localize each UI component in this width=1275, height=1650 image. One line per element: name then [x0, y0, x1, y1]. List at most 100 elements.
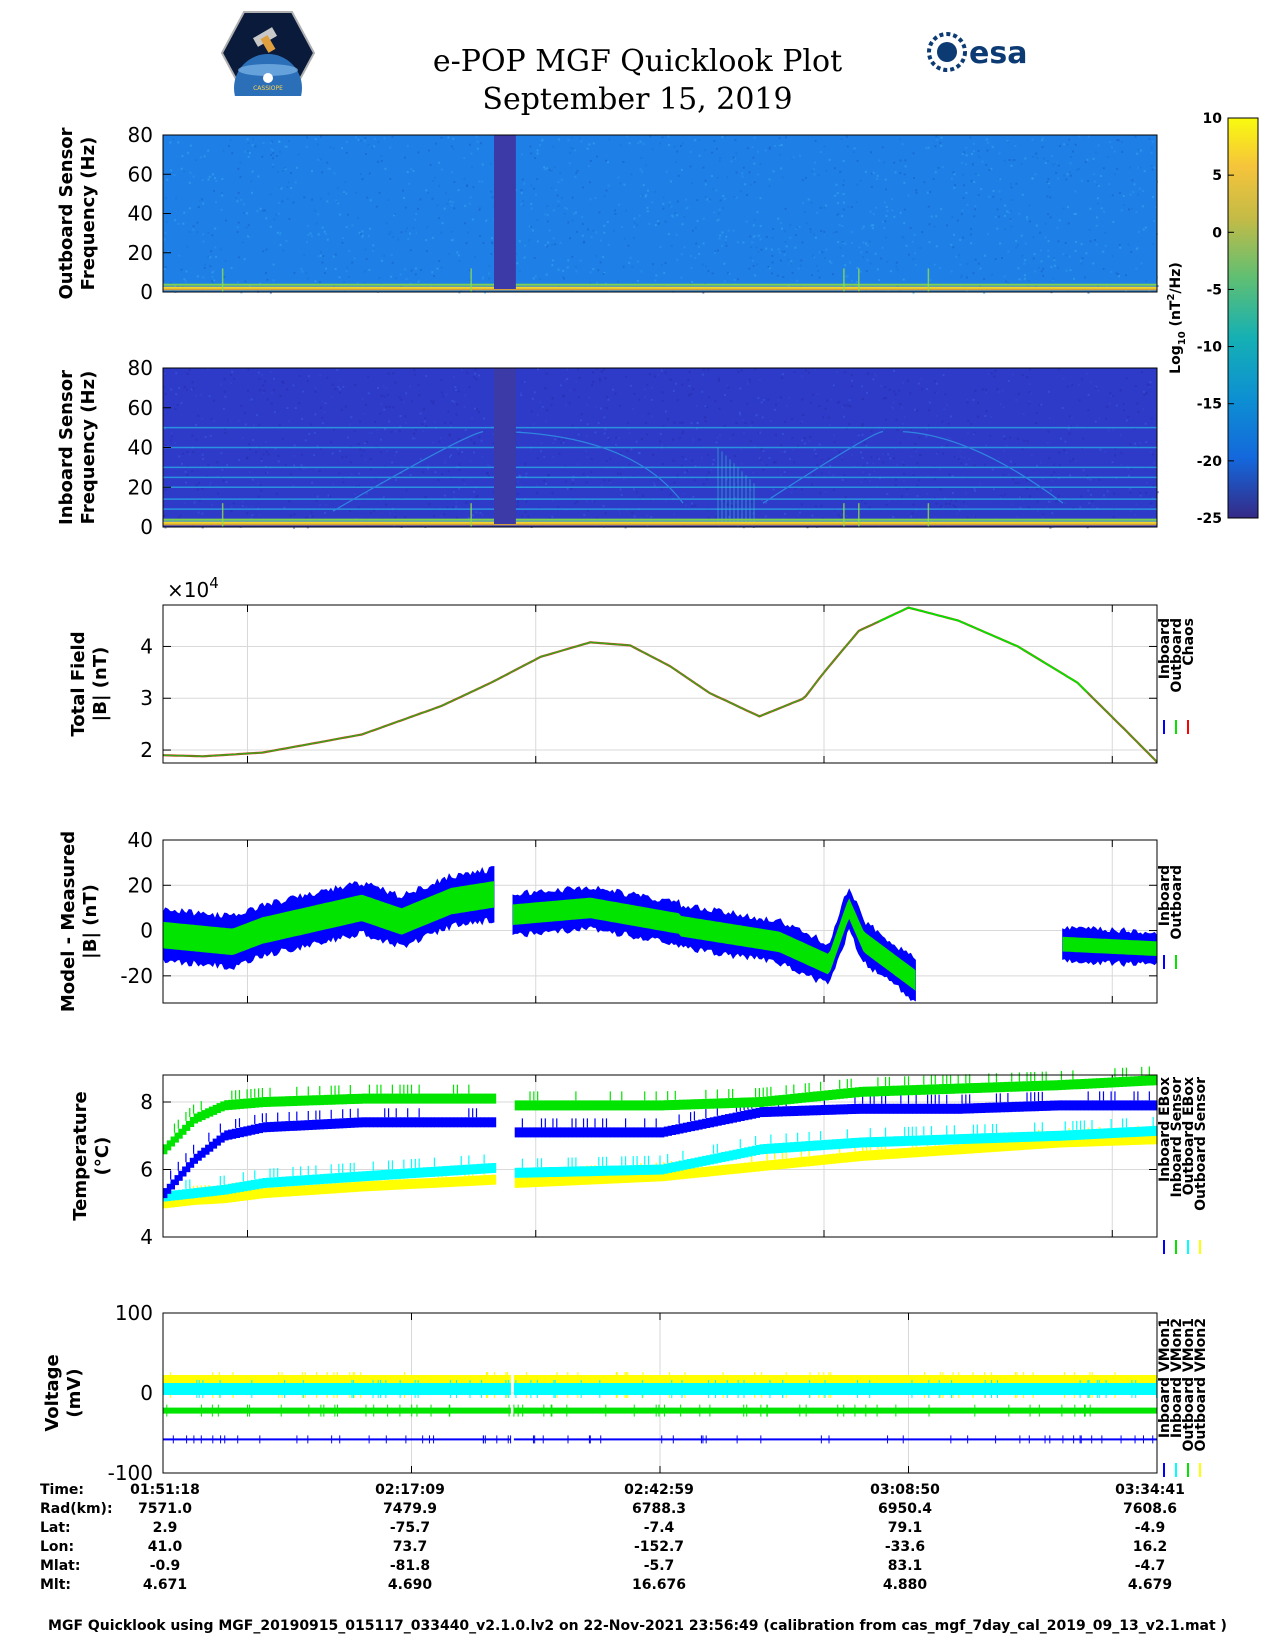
inboard-spectrogram-noise	[540, 442, 543, 445]
temperature-band-2	[445, 1165, 451, 1176]
outboard-spectrogram-noise	[175, 197, 178, 200]
temperature-band-0	[1118, 1100, 1124, 1111]
inboard-spectrogram-noise	[192, 451, 195, 454]
outboard-spectrogram-noise	[1008, 158, 1011, 161]
inboard-spectrogram-noise	[521, 515, 524, 518]
outboard-spectrogram-noise	[405, 277, 408, 280]
inboard-spectrogram-noise	[1035, 412, 1038, 415]
outboard-spectrogram-noise	[346, 213, 349, 216]
temperature-band-1	[518, 1100, 523, 1111]
temperature-band-3	[415, 1178, 420, 1189]
temperature-band-3	[832, 1153, 837, 1164]
outboard-spectrogram-noise	[1057, 164, 1060, 167]
outboard-spectrogram-noise	[488, 277, 491, 280]
outboard-spectrogram-noise	[393, 214, 396, 217]
temperature-band-2	[965, 1133, 971, 1144]
outboard-spectrogram-noise	[629, 256, 632, 259]
temperature-band-0	[163, 1188, 168, 1199]
outboard-spectrogram-noise	[378, 277, 381, 280]
inboard-spectrogram-noise	[1070, 384, 1073, 387]
inboard-spectrogram-noise	[331, 452, 334, 455]
temperature-band-2	[216, 1185, 221, 1196]
outboard-spectrogram-noise	[1151, 140, 1154, 143]
outboard-spectrogram-noise	[339, 213, 342, 216]
inboard-spectrogram-noise	[1068, 432, 1071, 435]
outboard-spectrogram-noise	[925, 147, 928, 150]
outboard-spectrogram-noise	[711, 272, 714, 275]
inboard-spectrogram-noise	[1137, 411, 1140, 414]
inboard-spectrogram-noise	[597, 422, 600, 425]
ephem-col4-rad: 7608.6	[1122, 1501, 1178, 1517]
temperature-band-3	[163, 1198, 168, 1209]
outboard-spectrogram-noise	[783, 250, 786, 253]
temperature-band-0	[675, 1124, 680, 1135]
outboard-spectrogram-noise	[777, 248, 780, 251]
outboard-spectrogram-noise	[565, 207, 568, 210]
outboard-spectrogram-noise	[710, 175, 713, 178]
inboard-spectrogram-noise	[481, 455, 484, 458]
outboard-spectrogram-noise	[627, 244, 630, 247]
outboard-spectrogram-noise	[1120, 140, 1123, 143]
inboard-spectrogram-noise	[727, 386, 730, 389]
inboard-spectrogram-noise	[1057, 368, 1060, 371]
outboard-spectrogram-noise	[404, 206, 407, 209]
inboard-spectrogram-noise	[692, 439, 695, 442]
outboard-spectrogram-noise	[279, 233, 282, 236]
temperature-band-3	[839, 1152, 845, 1163]
outboard-spectrogram-noise	[574, 265, 577, 268]
inboard-spectrogram-noise	[208, 395, 211, 398]
outboard-spectrogram-noise	[357, 216, 360, 219]
inboard-spectrogram-noise	[1019, 506, 1022, 509]
inboard-spectrogram-noise	[723, 425, 726, 428]
inboard-spectrogram-noise	[461, 450, 464, 453]
inboard-spectrogram-noise	[362, 449, 365, 452]
outboard-spectrogram-noise	[1137, 230, 1140, 233]
inboard-spectrogram-noise	[1069, 383, 1072, 386]
inboard-spectrogram-noise	[1036, 488, 1039, 491]
inboard-spectrogram-noise	[754, 368, 757, 371]
temperature-band-1	[782, 1094, 787, 1105]
temperature-band-1	[862, 1086, 867, 1097]
temperature-band-2	[304, 1175, 309, 1186]
outboard-spectrogram-noise	[476, 140, 479, 143]
outboard-spectrogram-noise	[491, 237, 494, 240]
temperature-band-2	[277, 1177, 283, 1187]
outboard-spectrogram-noise	[711, 151, 714, 154]
outboard-spectrogram-noise	[530, 207, 533, 210]
outboard-spectrogram-noise	[450, 145, 453, 148]
inboard-spectrogram-noise	[941, 420, 944, 423]
temperature-band-1	[308, 1095, 313, 1106]
outboard-spectrogram-noise	[691, 281, 694, 284]
outboard-spectrogram-noise	[520, 203, 523, 206]
inboard-spectrogram-noise	[1049, 489, 1052, 492]
outboard-spectrogram-noise	[849, 261, 852, 264]
inboard-spectrogram-noise	[1036, 510, 1039, 513]
inboard-spectrogram-noise	[301, 417, 304, 420]
inboard-spectrogram-noise	[725, 384, 728, 387]
outboard-spectrogram-noise	[895, 265, 898, 268]
outboard-spectrogram-noise	[680, 276, 683, 279]
inboard-spectrogram-noise	[782, 373, 785, 376]
inboard-spectrogram-noise	[224, 395, 227, 398]
outboard-spectrogram-noise	[999, 198, 1002, 201]
outboard-spectrogram-noise	[765, 247, 768, 250]
temperature-band-0	[445, 1117, 451, 1128]
inboard-spectrogram-noise	[615, 436, 618, 439]
inboard-spectrogram-noise	[715, 441, 718, 444]
outboard-spectrogram-noise	[273, 218, 276, 221]
outboard-spectrogram-noise	[790, 260, 793, 263]
outboard-spectrogram-noise	[941, 166, 944, 169]
inboard-spectrogram-noise	[600, 484, 603, 487]
model-measured-axes-yticklabel-0: -20	[120, 964, 153, 988]
total-field-multiplier-text: ×104	[167, 574, 219, 602]
inboard-spectrogram-noise	[1087, 393, 1090, 396]
inboard-spectrogram-noise	[580, 413, 583, 416]
outboard-spectrogram-noise	[1137, 166, 1140, 169]
temperature-band-3	[335, 1183, 340, 1194]
temperature-band-0	[816, 1105, 822, 1116]
outboard-spectrogram-noise	[163, 238, 166, 241]
inboard-spectrogram-noise	[755, 525, 758, 528]
inboard-spectrogram-noise	[899, 442, 902, 445]
outboard-spectrogram-noise	[768, 147, 771, 150]
inboard-spectrogram-noise	[973, 464, 976, 467]
